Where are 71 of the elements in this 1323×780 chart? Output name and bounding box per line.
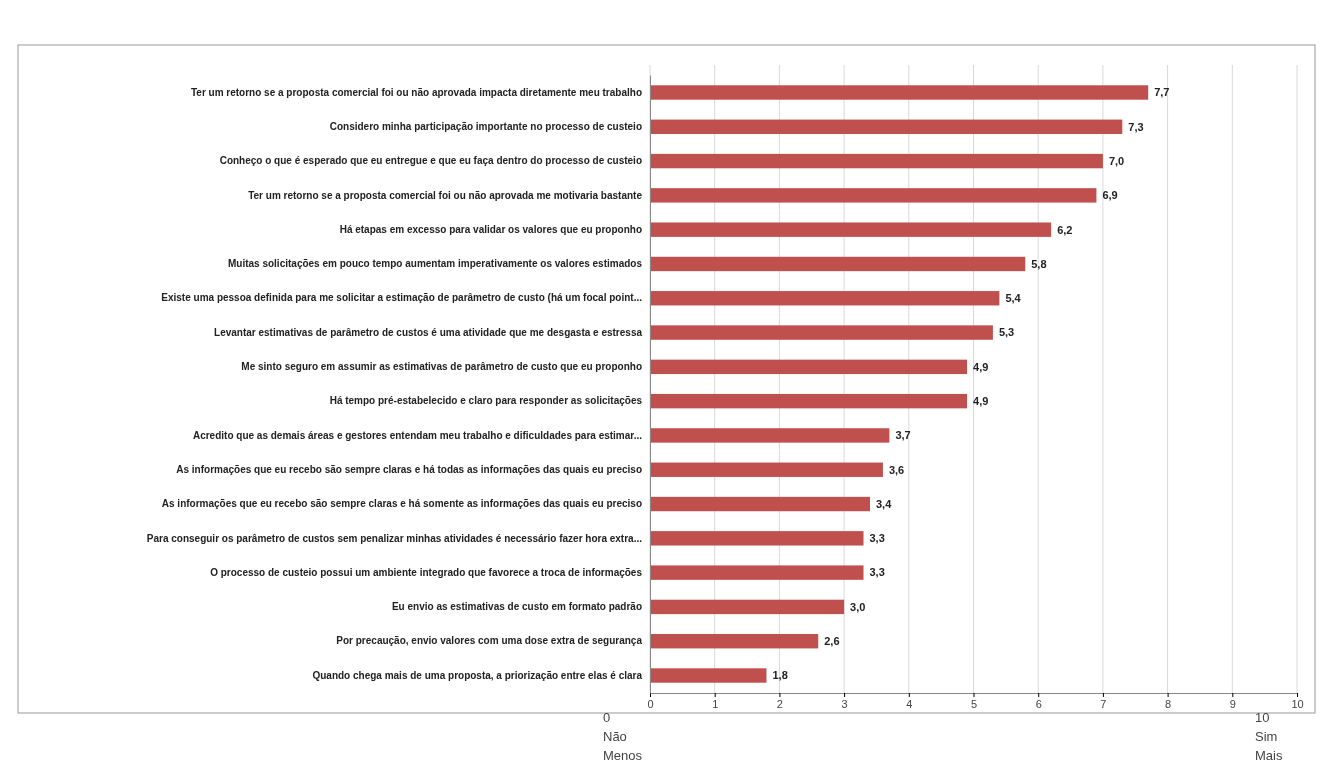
x-tick-label: 1: [712, 697, 719, 710]
text: Menos: [603, 748, 643, 763]
data-label: 4,9: [973, 395, 989, 407]
y-tick-label: Conheço o que é esperado que eu entregue e que eu faça dentro do processo de custeio: [219, 155, 642, 167]
bar: [650, 599, 845, 615]
data-label: 5,4: [1005, 292, 1022, 305]
y-tick-label: Quando chega mais de uma proposta, a priorização entre elas é clara: [312, 669, 643, 681]
text: Não: [603, 729, 627, 744]
data-label: 3,6: [888, 463, 905, 476]
x-tick-label: 0: [647, 697, 654, 710]
y-tick-label: Me sinto seguro em assumir as estimativas de parâmetro de custo que eu proponho: [241, 361, 642, 373]
text: 0: [603, 710, 611, 725]
x-tick-label: 3: [841, 697, 848, 710]
y-tick-label: Existe uma pessoa definida para me solicitar a estimação de parâmetro de custo (há um focal point...: [161, 292, 643, 304]
bar: [650, 428, 890, 443]
x-tick-label: 6: [1035, 697, 1042, 710]
y-tick-label: Há etapas em excesso para validar os valores que eu proponho: [339, 223, 642, 235]
y-tick-label: Há tempo pré-estabelecido e claro para responder as solicitações: [329, 395, 643, 407]
bar: [650, 188, 1097, 203]
x-tick-label: 2: [776, 697, 783, 710]
bar: [650, 496, 870, 512]
bar: [650, 85, 1149, 100]
x-tick-label: 8: [1165, 697, 1172, 710]
x-tick-label: 10: [1291, 697, 1304, 710]
y-tick-label: Acredito que as demais áreas e gestores entendam meu trabalho e dificuldades para estimar...: [192, 429, 643, 441]
data-label: 6,9: [1102, 189, 1118, 202]
bar: [650, 222, 1052, 237]
data-label: 3,3: [869, 566, 885, 579]
y-tick-label: As informações que eu recebo são sempre claras e há somente as informações das quais eu preciso: [161, 498, 642, 510]
data-label: 2,6: [824, 635, 840, 648]
data-label: 3,0: [850, 600, 866, 613]
data-label: 3,3: [869, 532, 885, 545]
y-tick-label: As informações que eu recebo são sempre claras e há todas as informações das quais eu preciso: [176, 463, 642, 475]
data-label: 7,0: [1108, 154, 1125, 167]
data-label: 7,7: [1154, 86, 1170, 99]
bar: [650, 153, 1103, 169]
bar: [650, 359, 968, 375]
y-tick-label: Por precaução, envio valores com uma dose extra de segurança: [336, 635, 643, 647]
bar: [650, 291, 1000, 306]
data-label: 1,8: [772, 669, 788, 682]
y-tick-label: Muitas solicitações em pouco tempo aumentam imperativamente os valores estimados: [227, 258, 643, 270]
bar: [650, 393, 968, 409]
x-tick-label: 4: [906, 697, 913, 710]
data-label: 3,4: [875, 497, 893, 510]
data-label: 7,3: [1128, 120, 1144, 133]
data-label: 4,9: [973, 360, 989, 373]
bar: [650, 634, 819, 649]
bar: [650, 565, 864, 580]
bar: [650, 531, 864, 546]
data-label: 6,2: [1057, 223, 1073, 236]
text: Sim: [1255, 729, 1278, 744]
data-label: 5,3: [998, 326, 1015, 339]
y-tick-label: Levantar estimativas de parâmetro de custos é uma atividade que me desgasta e estressa: [214, 326, 643, 338]
y-tick-label: Ter um retorno se a proposta comercial foi ou não aprovada impacta diretamente meu trabalho: [190, 86, 642, 98]
bar: [650, 668, 767, 683]
y-tick-label: Ter um retorno se a proposta comercial foi ou não aprovada me motivaria bastante: [248, 189, 643, 201]
x-tick-label: 9: [1229, 697, 1236, 710]
data-label: 5,8: [1031, 257, 1047, 270]
y-tick-label: Considero minha participação importante no processo de custeio: [329, 120, 642, 132]
x-tick-label: 5: [970, 697, 978, 710]
bar: [650, 256, 1026, 272]
text: 10: [1255, 710, 1270, 725]
bar: [650, 325, 993, 340]
bar: [650, 119, 1123, 134]
bar: [650, 462, 883, 477]
text: Mais: [1255, 748, 1283, 763]
x-tick-label: 7: [1100, 697, 1107, 710]
y-tick-label: Eu envio as estimativas de custo em formato padrão: [391, 601, 642, 613]
y-tick-label: O processo de custeio possui um ambiente integrado que favorece a troca de informações: [210, 566, 643, 578]
y-tick-label: Para conseguir os parâmetro de custos sem penalizar minhas atividades é necessário fazer hora extra...: [146, 532, 643, 544]
data-label: 3,7: [895, 429, 911, 442]
